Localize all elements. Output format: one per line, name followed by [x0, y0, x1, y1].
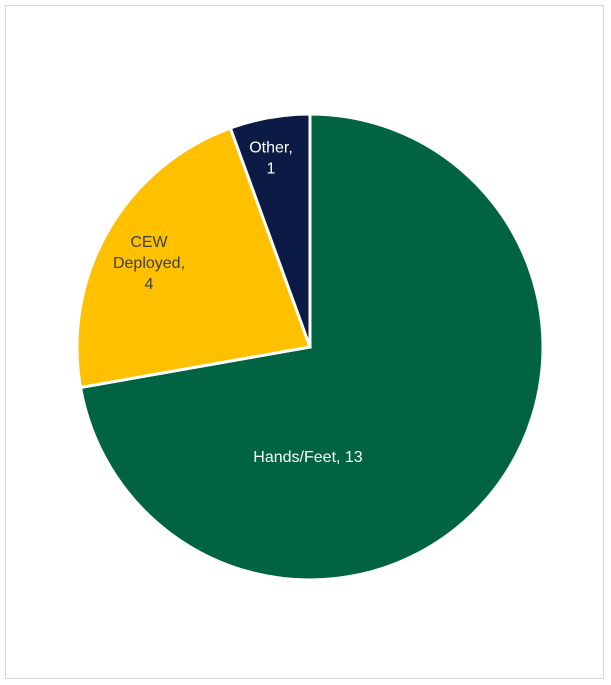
pie-slice-hands-feet — [78, 112, 545, 582]
pie-slices — [75, 112, 545, 582]
data-label-line: 1 — [267, 161, 276, 178]
data-label-line: Hands/Feet, 13 — [253, 449, 363, 466]
data-label-line: Other, — [249, 140, 293, 157]
pie-slice-other — [228, 112, 312, 348]
data-label-other: Other, 1 — [249, 140, 293, 178]
data-label-line: 4 — [145, 276, 154, 293]
data-label-line: Deployed, — [113, 255, 185, 272]
pie-slice-cew-deployed — [75, 126, 313, 390]
data-label-hands-feet: Hands/Feet, 13 — [253, 449, 363, 466]
data-label-cew-deployed: CEW Deployed, 4 — [113, 234, 185, 293]
pie-data-labels: Hands/Feet, 13 CEW Deployed, 4 Other, 1 — [113, 140, 363, 467]
data-label-line: CEW — [130, 234, 168, 251]
